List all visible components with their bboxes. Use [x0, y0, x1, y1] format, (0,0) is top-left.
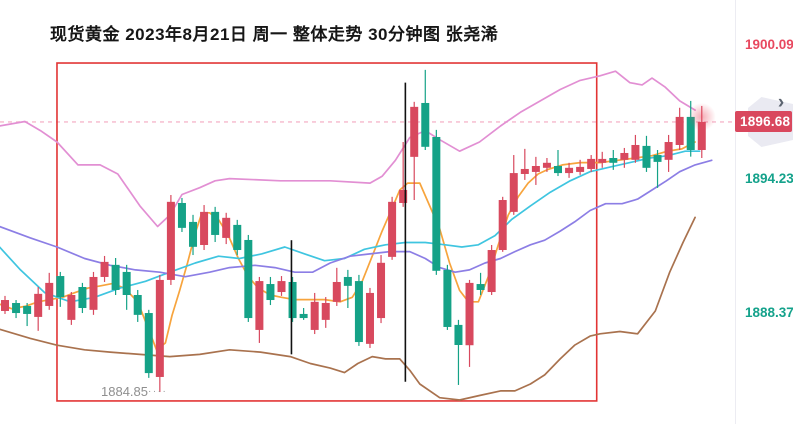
candles-layer — [1, 69, 706, 393]
candle-body — [609, 158, 618, 163]
overlay-bollinger-upper — [0, 70, 696, 228]
session-low-value: 1884.85 — [101, 384, 148, 399]
low-leader-dots: ···· — [148, 386, 168, 397]
candle-body — [233, 224, 242, 251]
candle-body — [443, 269, 452, 327]
candle-body — [365, 292, 374, 344]
candle-body — [487, 250, 496, 293]
candle-body — [531, 165, 540, 172]
session-low-label: 1884.85···· — [101, 384, 167, 399]
candle-body — [299, 313, 308, 319]
candle-body — [288, 281, 297, 319]
axis-label-1900: 1900.09 — [745, 37, 793, 52]
candle-body — [598, 158, 607, 163]
candle-body — [23, 305, 32, 314]
candle-body — [554, 165, 562, 174]
overlay-ma-mid — [0, 150, 701, 303]
candle-body — [310, 301, 319, 330]
candle-body — [255, 281, 264, 330]
candle-body — [576, 166, 585, 172]
candle-body — [697, 121, 706, 151]
candle-body — [664, 142, 673, 160]
candle-body — [266, 284, 275, 301]
candle-body — [565, 167, 574, 174]
candle-body — [189, 221, 198, 247]
candle-body — [620, 152, 629, 160]
chevron-right-icon[interactable]: › — [777, 92, 785, 113]
candle-body — [89, 276, 98, 310]
overlay-ma-slow — [0, 159, 713, 278]
candle-body — [476, 284, 485, 290]
candle-body — [111, 264, 120, 290]
candle-body — [166, 201, 175, 280]
candle-body — [332, 281, 341, 302]
candle-body — [122, 271, 131, 295]
candle-body — [222, 217, 231, 238]
chart-title: 现货黄金 2023年8月21日 周一 整体走势 30分钟图 张尧浠 — [50, 25, 499, 44]
candle-body — [498, 200, 507, 251]
current-price-badge: 1896.68 — [735, 111, 792, 132]
candle-body — [211, 211, 220, 235]
candle-body — [343, 276, 352, 286]
candle-body — [587, 158, 596, 169]
candle-body — [686, 116, 695, 151]
candle-body — [200, 211, 209, 245]
candle-body — [67, 294, 76, 320]
candle-body — [45, 282, 54, 306]
candle-body — [410, 106, 419, 157]
candle-body — [133, 294, 142, 315]
candle-body — [377, 262, 386, 319]
candle-body — [642, 145, 651, 168]
annotation-box — [56, 62, 598, 402]
candle-body — [653, 155, 662, 162]
indicator-lines — [0, 70, 713, 401]
candle-body — [631, 144, 640, 160]
current-candle-glow — [687, 102, 716, 131]
overlay-bollinger-lower — [0, 216, 696, 401]
candle-body — [354, 281, 363, 343]
candle-body — [144, 313, 153, 374]
price-axis-panel: 1900.09 1894.23 1888.37 — [735, 0, 793, 424]
candle-body — [542, 162, 551, 168]
candle-body — [454, 324, 463, 345]
candle-body — [1, 300, 9, 311]
candle-body — [509, 173, 518, 212]
axis-label-1888: 1888.37 — [745, 305, 793, 320]
candle-body — [100, 261, 109, 277]
axis-label-1894: 1894.23 — [745, 171, 793, 186]
candle-body — [12, 302, 21, 314]
candle-body — [388, 201, 397, 257]
candle-body — [78, 287, 87, 309]
candle-body — [34, 293, 43, 317]
candle-body — [432, 136, 441, 271]
candle-body — [520, 168, 529, 174]
overlay-ma-fast — [0, 141, 696, 351]
candle-body — [675, 116, 684, 145]
candle-body — [56, 276, 65, 298]
candle-body — [399, 189, 408, 203]
candle-body — [465, 282, 474, 346]
candle-body — [321, 302, 330, 320]
candle-body — [421, 102, 430, 147]
candle-body — [244, 239, 253, 319]
candle-body — [155, 279, 164, 377]
candle-body — [177, 202, 186, 228]
candle-body — [277, 281, 286, 293]
